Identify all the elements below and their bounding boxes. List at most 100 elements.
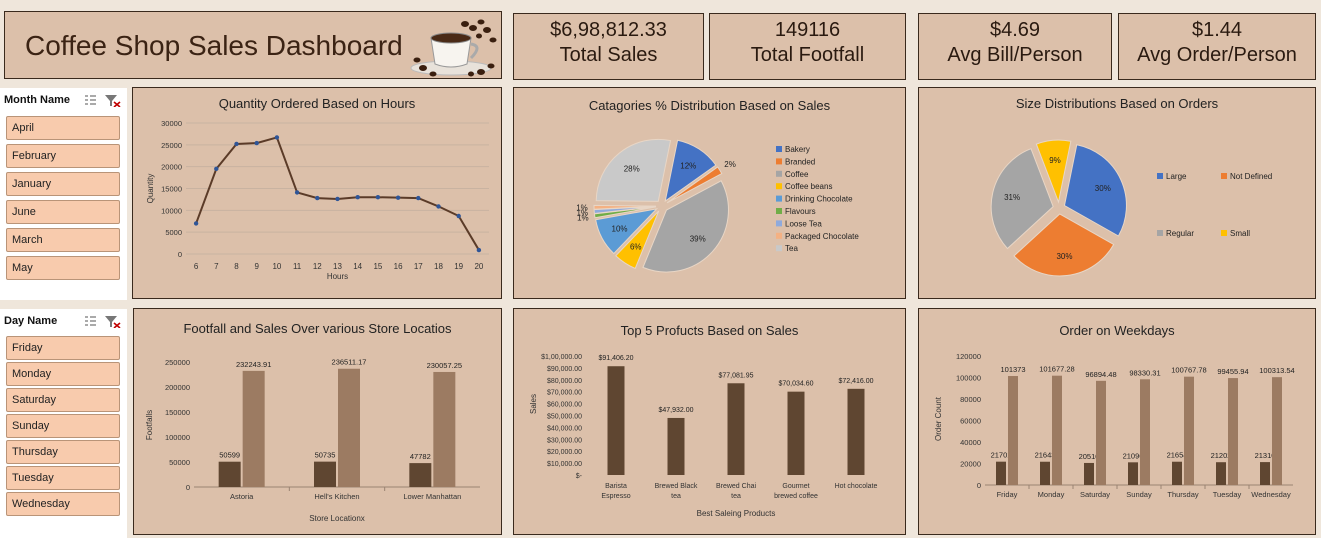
- bar: [1216, 462, 1226, 485]
- month-slicer: Month Name April February January June M…: [0, 88, 127, 300]
- data-label: 98330.31: [1129, 368, 1160, 377]
- slicer-toolbar: [85, 316, 121, 328]
- x-tick-label: Barista: [605, 483, 627, 490]
- clear-filter-icon[interactable]: [105, 316, 121, 328]
- data-point: [234, 141, 239, 147]
- weekdays-chart-panel: Order on Weekdays 0 20000 40000 60000 80000 1…: [918, 308, 1316, 535]
- stores-chart-panel: Footfall and Sales Over various Store Lo…: [133, 308, 502, 535]
- sizes-pie-chart: 30% 30% 31% 9% Large Not Defined Regular Small: [990, 139, 1272, 277]
- kpi-label: Total Footfall: [750, 44, 865, 66]
- clear-filter-icon[interactable]: [105, 95, 121, 107]
- data-label: 50599: [219, 451, 240, 460]
- day-item-tuesday[interactable]: Tuesday: [6, 466, 120, 490]
- x-tick-label: 8: [234, 262, 239, 271]
- y-tick-label: 150000: [165, 408, 190, 417]
- pie-slice: [1013, 213, 1115, 277]
- legend-label: Branded: [785, 157, 815, 166]
- hours-line-chart: 0 5000 10000 15000 20000 25000 30000 6 7 8 9 10 11 12…: [146, 119, 489, 281]
- kpi-avg-order: $1.44 Avg Order/Person: [1118, 13, 1316, 80]
- bar: [1052, 375, 1062, 485]
- bar: [218, 461, 241, 487]
- y-tick-label: $50,000.00: [547, 414, 582, 421]
- legend-label: Loose Tea: [785, 219, 822, 228]
- data-point: [476, 247, 482, 253]
- data-point: [456, 213, 461, 219]
- x-tick-label: 18: [434, 262, 443, 271]
- month-item-february[interactable]: February: [6, 144, 120, 168]
- x-tick-label: 13: [333, 262, 342, 271]
- slice-label: 12%: [680, 162, 696, 171]
- x-axis-label: Hours: [327, 272, 348, 281]
- month-item-april[interactable]: April: [6, 116, 120, 140]
- y-tick-label: 80000: [960, 395, 981, 404]
- slice-label: 2%: [724, 160, 736, 169]
- data-label: 232243.91: [236, 360, 271, 369]
- bar: [1184, 376, 1194, 485]
- sizes-chart-panel: Size Distributions Based on Orders 30% 30…: [918, 87, 1316, 299]
- stores-bar-chart: 0 50000 100000 150000 200000 250000 50599 23224…: [145, 358, 480, 523]
- day-item-friday[interactable]: Friday: [6, 336, 120, 360]
- bar: [996, 461, 1006, 485]
- y-tick-label: 120000: [956, 352, 981, 361]
- multi-select-icon[interactable]: [85, 316, 96, 326]
- y-tick-label: 30000: [161, 119, 182, 128]
- categories-pie-chart: 12% 2% 39% 6%10% 1%1%1% 28% Bakery Branded Coffe…: [576, 138, 859, 273]
- slice-label: 6%: [630, 242, 642, 251]
- day-item-monday[interactable]: Monday: [6, 362, 120, 386]
- y-tick-label: 20000: [161, 163, 182, 172]
- day-item-saturday[interactable]: Saturday: [6, 388, 120, 412]
- slice-label: 39%: [690, 234, 706, 243]
- legend-swatch: [1157, 173, 1163, 179]
- bar: [1128, 462, 1138, 485]
- data-label: $70,034.60: [778, 381, 813, 388]
- data-label: $72,416.00: [838, 378, 873, 385]
- data-label: 47782: [410, 452, 431, 461]
- month-item-january[interactable]: January: [6, 172, 120, 196]
- bar: [1008, 376, 1018, 485]
- data-label: 21096: [1123, 451, 1144, 460]
- x-tick-label: Monday: [1038, 490, 1065, 499]
- slicer-toolbar: [85, 95, 121, 107]
- y-tick-label: $20,000.00: [547, 449, 582, 456]
- y-tick-label: 50000: [169, 458, 190, 467]
- kpi-label: Avg Bill/Person: [947, 44, 1083, 66]
- x-tick-label: Lower Manhattan: [403, 492, 461, 501]
- bar: [1096, 380, 1106, 485]
- kpi-value: $4.69: [989, 19, 1041, 41]
- month-item-may[interactable]: May: [6, 256, 120, 280]
- x-tick-label: Gourmet: [782, 483, 809, 490]
- data-point: [193, 221, 199, 226]
- bar: [1228, 378, 1238, 485]
- slice-label: 30%: [1056, 252, 1072, 261]
- products-chart-panel: Top 5 Profucts Based on Sales $- $10,000.…: [513, 308, 906, 535]
- data-label: 100767.78: [1171, 366, 1206, 375]
- day-item-sunday[interactable]: Sunday: [6, 414, 120, 438]
- legend-swatch: [776, 195, 782, 202]
- y-axis-label: Footfalls: [145, 410, 154, 440]
- legend-label: Drinking Chocolate: [785, 195, 853, 204]
- data-label: 20510: [1079, 452, 1100, 461]
- legend-swatch: [776, 170, 782, 177]
- day-item-wednesday[interactable]: Wednesday: [6, 492, 120, 516]
- legend-swatch: [776, 220, 782, 227]
- y-tick-label: 0: [977, 481, 981, 490]
- x-tick-label: Hell's Kitchen: [314, 492, 359, 501]
- categories-chart-title: Catagories % Distribution Based on Sales: [588, 98, 831, 113]
- month-item-march[interactable]: March: [6, 228, 120, 252]
- legend-swatch: [1157, 230, 1163, 236]
- data-point: [375, 195, 381, 200]
- data-label: 230057.25: [427, 361, 462, 370]
- data-label: 100313.54: [1259, 366, 1294, 375]
- weekdays-chart-title: Order on Weekdays: [1059, 323, 1175, 338]
- series-line: [195, 136, 480, 251]
- data-label: $91,406.20: [598, 355, 633, 362]
- data-label: 101677.28: [1039, 365, 1074, 374]
- day-item-thursday[interactable]: Thursday: [6, 440, 120, 464]
- hours-chart-title: Quantity Ordered Based on Hours: [218, 96, 416, 111]
- kpi-label: Avg Order/Person: [1137, 44, 1297, 66]
- month-item-june[interactable]: June: [6, 200, 120, 224]
- y-tick-label: $-: [576, 473, 583, 480]
- x-tick-label: 12: [313, 262, 322, 271]
- multi-select-icon[interactable]: [85, 95, 96, 105]
- y-tick-label: 200000: [165, 383, 190, 392]
